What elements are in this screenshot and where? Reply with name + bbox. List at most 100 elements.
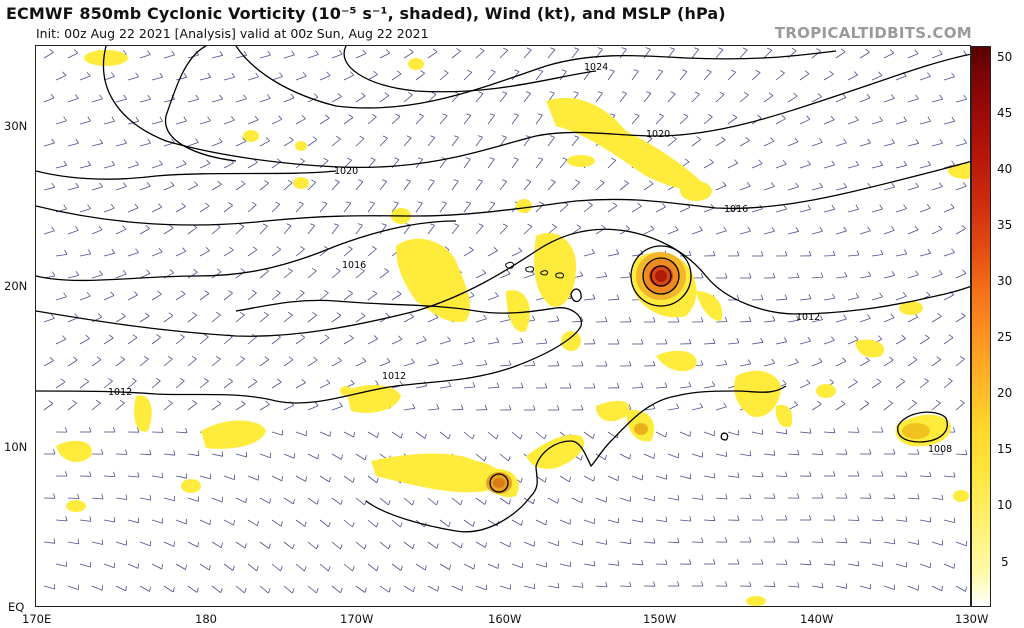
wind-barb [703, 207, 715, 213]
wind-barb [271, 292, 281, 301]
wind-barb-feather [305, 476, 307, 482]
wind-barb-feather [131, 378, 137, 382]
wind-barb [151, 76, 163, 81]
wind-barb-feather [891, 182, 895, 188]
wind-barb [67, 317, 79, 323]
wind-barb-feather [484, 456, 487, 462]
wind-barb-feather [197, 542, 199, 548]
wind-barb-feather [341, 454, 343, 460]
wind-barb-feather [628, 316, 632, 322]
wind-barb [211, 358, 221, 367]
wind-barb-feather [268, 588, 271, 594]
wind-barb-feather [927, 116, 931, 122]
wind-barb [859, 585, 871, 590]
wind-barb-feather [700, 360, 704, 366]
wind-barb [919, 475, 932, 477]
wind-barb [247, 119, 259, 125]
wind-barb [511, 158, 519, 169]
wind-barb [439, 431, 449, 440]
wind-barb [907, 359, 918, 367]
wind-barb-feather [447, 336, 451, 341]
wind-barb-feather [950, 203, 955, 208]
wind-barb [367, 248, 377, 257]
wind-barb-feather [938, 225, 943, 230]
wind-barb [403, 180, 411, 191]
wind-barb [235, 98, 247, 103]
wind-barb [787, 95, 798, 103]
wind-barb-feather [396, 290, 402, 295]
colorbar-tick: 15 [997, 442, 1013, 456]
wind-barb-feather [865, 48, 870, 53]
wind-barb-feather [771, 226, 775, 232]
wind-barb-feather [144, 312, 150, 317]
wind-barb-feather [724, 316, 728, 322]
wind-barb-feather [597, 47, 603, 50]
wind-barb-feather [539, 201, 544, 205]
wind-barb-feather [605, 539, 608, 545]
wind-barb [235, 358, 245, 367]
wind-barb-feather [745, 136, 750, 141]
wind-barb-feather [156, 334, 161, 338]
wind-barb [643, 453, 655, 459]
wind-barb-feather [831, 160, 835, 166]
wind-barb-feather [694, 91, 700, 95]
wind-barb-feather [113, 427, 116, 433]
wind-barb [319, 203, 328, 213]
wind-barb-feather [853, 378, 858, 383]
wind-barb-feather [525, 135, 531, 138]
wind-barb-feather [947, 378, 953, 382]
wind-barb [223, 119, 235, 125]
map-panel[interactable]: 1024 1020 1020 1016 1016 1012 1012 1012 … [35, 45, 971, 607]
wind-barb [331, 181, 340, 191]
wind-barb [499, 93, 508, 103]
wind-barb [331, 406, 343, 411]
wind-barb-feather [279, 72, 283, 77]
wind-barb [487, 71, 496, 81]
wind-barb [175, 120, 187, 125]
wind-barb [907, 274, 919, 279]
wind-barb-feather [927, 248, 932, 254]
wind-barb-feather [761, 251, 764, 257]
wind-barb [115, 228, 127, 235]
wind-barb [331, 53, 343, 59]
wind-barb [151, 120, 163, 125]
wind-barb-feather [757, 114, 762, 119]
wind-barb-feather [782, 160, 787, 165]
wind-barb [79, 563, 91, 568]
wind-barb [499, 541, 510, 548]
wind-barb [163, 497, 175, 502]
wind-barb [811, 319, 823, 323]
wind-barb-feather [120, 356, 126, 360]
wind-barb [235, 585, 245, 594]
wind-barb-feather [749, 493, 752, 499]
wind-barb-feather [924, 378, 929, 382]
wind-barb [91, 541, 103, 545]
wind-barb [463, 563, 474, 570]
wind-barb-feather [400, 565, 403, 571]
wind-barb [355, 138, 365, 147]
wind-barb [427, 585, 438, 592]
wind-barb-feather [113, 471, 116, 477]
wind-barb-feather [833, 560, 836, 566]
wind-barb-feather [736, 294, 740, 300]
vorticity-colorbar [971, 46, 991, 607]
wind-barb-feather [472, 434, 475, 440]
wind-barb-feather [89, 471, 92, 477]
wind-barb [595, 497, 607, 503]
wind-barb-feather [159, 72, 163, 78]
wind-barb [523, 49, 532, 59]
wind-barb-feather [773, 537, 776, 543]
wind-barb [835, 186, 847, 191]
wind-barb-feather [125, 585, 127, 591]
wind-barb [439, 202, 447, 213]
wind-barb [379, 52, 390, 59]
wind-barb-feather [87, 160, 92, 166]
wind-barb [163, 98, 175, 103]
wind-barb-feather [893, 538, 896, 544]
wind-barb [439, 72, 449, 81]
wind-barb-feather [696, 136, 702, 140]
wind-barb-feather [915, 182, 919, 188]
wind-barb [955, 402, 965, 411]
wind-barb-feather [891, 138, 895, 144]
wind-barb-feather [652, 360, 656, 366]
